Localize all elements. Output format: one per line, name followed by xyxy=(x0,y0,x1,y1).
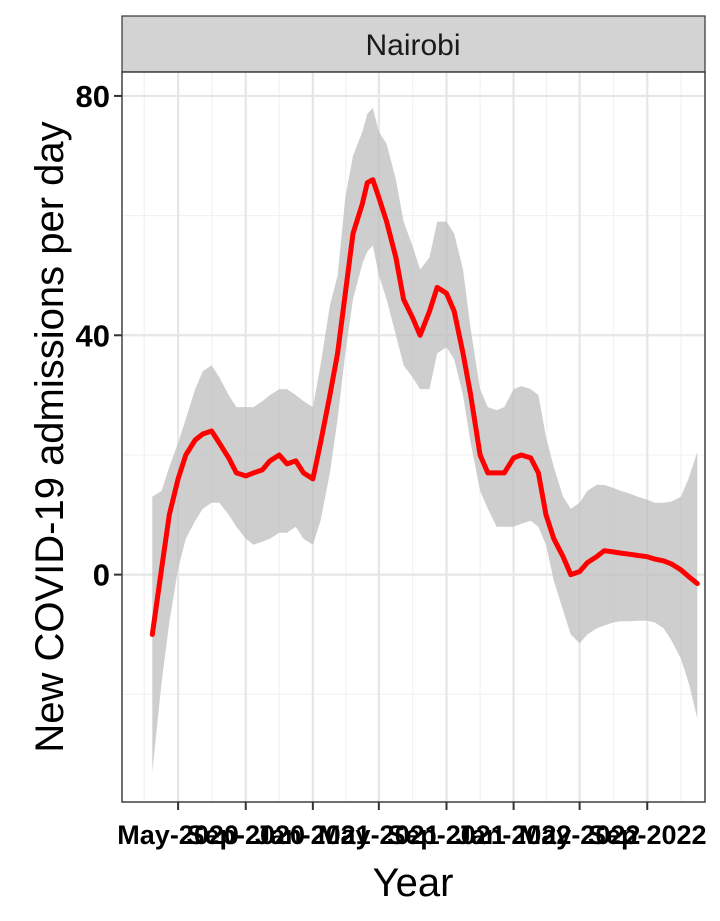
x-tick-label: May-2020 xyxy=(117,820,239,850)
plot-panel xyxy=(121,71,706,803)
x-tick-label: Jan-2021 xyxy=(255,820,371,850)
x-tick-label: Jan-2022 xyxy=(456,820,572,850)
panel-border xyxy=(121,71,706,803)
y-axis: 0 40 80 xyxy=(76,79,122,593)
series-line xyxy=(149,177,700,637)
x-tick-label: May-2022 xyxy=(519,820,641,850)
confidence-ribbon xyxy=(152,107,698,773)
x-axis-title: Year xyxy=(373,861,454,905)
x-tick-label: Sep-2021 xyxy=(387,820,506,850)
facet-strip xyxy=(121,15,706,73)
x-tick-label: Sep-2020 xyxy=(186,820,305,850)
x-tick-label: May-2021 xyxy=(318,820,440,850)
y-axis-title: New COVID-19 admissions per day xyxy=(28,121,72,752)
y-tick-label: 0 xyxy=(93,558,110,593)
y-tick-label: 40 xyxy=(76,318,110,353)
x-axis: May-2020Sep-2020Jan-2021May-2021Sep-2021… xyxy=(117,802,707,850)
y-tick-label: 80 xyxy=(76,79,110,114)
x-tick-label: Sep-2022 xyxy=(588,820,707,850)
facet-strip-label: Nairobi xyxy=(365,29,460,62)
